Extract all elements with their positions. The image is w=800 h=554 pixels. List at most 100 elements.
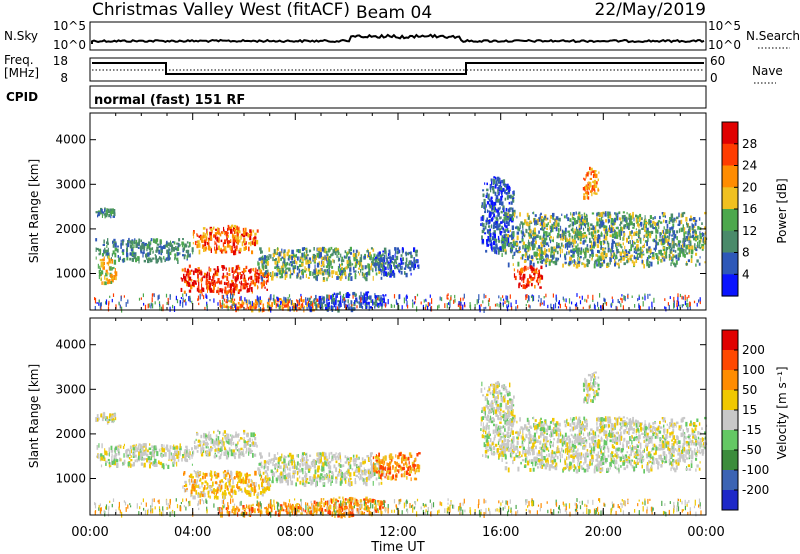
power-data-cell [591,185,595,190]
power-data-cell [645,230,648,234]
power-data-cell [317,269,320,273]
power-data-cell [694,243,696,248]
power-data-cell [632,226,635,229]
power-data-cell [460,297,462,302]
power-data-cell [645,248,648,251]
power-data-cell [240,233,244,237]
power-data-cell [319,247,322,253]
power-data-cell [690,255,693,259]
power-data-cell [515,249,517,253]
power-data-cell [511,225,514,231]
power-data-cell [150,305,152,309]
power-data-cell [490,178,493,182]
power-data-cell [633,222,635,227]
power-data-cell [660,259,663,263]
power-data-cell [625,253,628,256]
velocity-data-cell [111,461,114,465]
velocity-data-cell [142,447,144,451]
power-data-cell [300,293,302,297]
velocity-data-cell [167,464,170,469]
power-data-cell [99,265,101,270]
power-data-cell [266,255,268,259]
power-data-cell [370,263,373,268]
power-data-cell [324,304,327,307]
power-data-cell [181,268,184,272]
power-data-cell [539,235,542,240]
velocity-data-cell [243,429,246,433]
power-data-cell [383,294,385,300]
power-data-cell [589,304,591,309]
power-data-cell [665,249,667,253]
velocity-data-cell [203,492,206,498]
power-data-cell [223,275,227,278]
velocity-data-cell [228,484,232,488]
velocity-data-cell [138,443,141,446]
velocity-data-cell [230,471,233,477]
power-data-cell [545,237,548,241]
power-colorbar-swatch [722,230,738,254]
power-data-cell [575,302,578,307]
power-data-cell [566,251,568,256]
power-data-cell [345,304,347,311]
power-data-cell [542,228,545,232]
power-data-cell [382,294,384,297]
power-data-cell [191,247,194,253]
power-data-cell [655,253,658,256]
power-data-cell [208,274,210,279]
velocity-data-cell [220,453,222,457]
power-data-cell [594,226,597,231]
velocity-data-cell [225,440,228,443]
power-data-cell [96,247,99,251]
power-data-cell [156,246,159,252]
power-data-cell [506,234,509,238]
power-data-cell [623,295,625,301]
power-data-cell [337,267,340,272]
power-data-cell [278,305,280,309]
power-data-cell [593,179,597,184]
power-data-cell [672,249,675,252]
power-data-cell [583,218,586,221]
velocity-data-cell [115,459,119,463]
power-data-cell [138,259,140,264]
power-data-cell [559,303,561,309]
power-data-cell [617,212,619,217]
power-data-cell [521,231,524,235]
power-data-cell [297,249,299,253]
power-data-cell [98,302,100,306]
velocity-data-cell [179,452,181,457]
velocity-data-cell [240,476,242,481]
power-data-cell [221,231,224,235]
power-data-cell [600,241,603,246]
power-data-cell [496,225,499,231]
power-data-cell [486,182,488,186]
power-data-cell [674,243,677,246]
power-data-cell [549,225,551,230]
power-data-cell [154,239,156,244]
velocity-data-cell [144,450,147,456]
power-data-cell [548,244,550,247]
velocity-data-cell [165,446,168,451]
power-data-cell [448,302,450,305]
power-data-cell [600,258,603,262]
velocity-data-cell [135,448,137,453]
power-data-cell [637,298,639,302]
power-data-cell [117,245,119,248]
power-data-cell [108,258,111,263]
power-data-cell [569,256,572,262]
velocity-data-cell [244,444,247,448]
velocity-data-cell [197,444,199,449]
power-data-cell [570,254,573,258]
power-data-cell [345,266,348,270]
power-data-cell [160,252,163,256]
power-data-cell [482,227,485,231]
power-data-cell [520,256,522,260]
power-data-cell [592,170,595,173]
power-data-cell [543,244,546,248]
power-data-cell [103,261,105,266]
power-data-cell [631,230,633,234]
power-data-cell [410,272,412,276]
power-data-cell [587,227,590,232]
power-data-cell [641,249,643,252]
power-data-cell [518,246,521,250]
power-data-cell [543,237,546,241]
